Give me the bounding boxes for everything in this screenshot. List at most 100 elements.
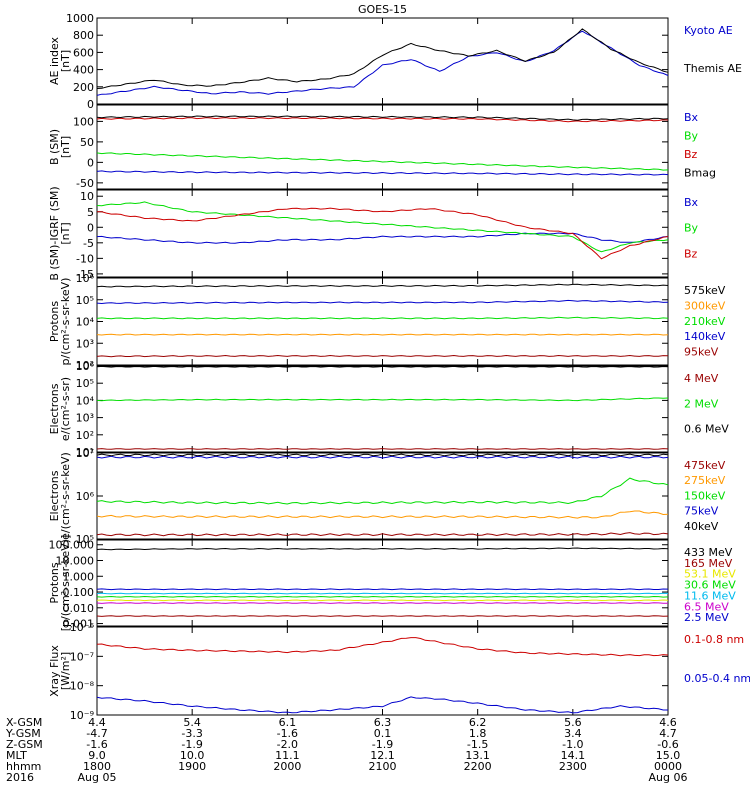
ephem-value: -3.3 <box>181 727 202 740</box>
ephem-value: 4.7 <box>659 727 677 740</box>
ephem-value: 12.1 <box>370 749 395 762</box>
legend-entry: 140keV <box>684 330 726 343</box>
ephem-value: 2000 <box>273 760 301 773</box>
legend-entry: Themis AE <box>683 62 742 75</box>
y-axis-label: B (SM)[nT] <box>48 129 72 165</box>
ephem-value: 4.4 <box>88 716 106 729</box>
ephem-value: 3.4 <box>564 727 582 740</box>
y-tick-label: 200 <box>73 81 94 94</box>
ephem-value: Aug 06 <box>649 771 688 784</box>
legend-entry: Bz <box>684 148 698 161</box>
ephem-row-label: hhmm <box>6 760 41 773</box>
y-tick-label: 10¹ <box>76 446 94 459</box>
legend-entry: 2.5 MeV <box>684 611 729 624</box>
legend-entry: Bmag <box>684 167 716 180</box>
ephem-value: -2.0 <box>277 738 298 751</box>
legend-entry: 150keV <box>684 489 726 502</box>
y-axis-label: Xray Flux[W/m²] <box>48 645 72 697</box>
y-tick-label: 10⁻⁷ <box>70 650 94 663</box>
legend-entry: 30.6 MeV <box>684 579 736 592</box>
ephem-value: 1900 <box>178 760 206 773</box>
legend-entry: 2 MeV <box>684 397 719 410</box>
y-tick-label: 10⁶ <box>76 490 95 503</box>
y-tick-label: 800 <box>73 29 94 42</box>
series-line-2-5-mev <box>96 588 669 591</box>
panel-prot1: 10² 10³ 10⁴ 10⁵ 10⁶ Protonsp/(cm²-s-sr-keV) 57… <box>48 272 726 372</box>
ephem-value: 4.6 <box>659 716 677 729</box>
y-tick-label: 10⁵ <box>76 377 94 390</box>
series-line-6-5-mev <box>96 602 669 604</box>
y-tick-label: 10⁷ <box>76 447 94 460</box>
ephem-value: 15.0 <box>656 749 681 762</box>
y-tick-label: 10⁴ <box>76 394 95 407</box>
y-axis-label: AE index[nT] <box>48 36 72 85</box>
y-axis-label: B (SM)-IGRF (SM)[nT] <box>48 186 72 280</box>
panel-frame <box>96 626 669 716</box>
y-tick-label: 10² <box>76 359 94 372</box>
legend-entry: 75keV <box>684 505 719 518</box>
legend-entry: 0.6 MeV <box>684 423 729 436</box>
series-line-575kev <box>96 283 669 288</box>
y-tick-label: 0.010 <box>63 602 95 615</box>
ephem-value: -4.7 <box>86 727 107 740</box>
series-line-140kev <box>96 299 669 305</box>
panel-elec1: 10¹ 10² 10³ 10⁴ 10⁵ 10⁶ Electronse/(cm²-s-sr) 4… <box>48 360 729 459</box>
y-tick-label: 1.000 <box>63 570 95 583</box>
ephem-value: 9.0 <box>88 749 106 762</box>
y-tick-label: 5 <box>87 206 94 219</box>
y-tick-label: 0.001 <box>63 618 95 631</box>
y-tick-label: 600 <box>73 46 94 59</box>
ephem-value: 6.1 <box>279 716 297 729</box>
y-tick-label: 400 <box>73 64 94 77</box>
ephem-value: 11.1 <box>275 749 300 762</box>
ephem-value: 10.0 <box>180 749 205 762</box>
ephem-value: 2200 <box>464 760 492 773</box>
ephem-row-label: Z-GSM <box>6 738 43 751</box>
legend-entry: 165 MeV <box>684 557 733 570</box>
panel-frame <box>96 452 669 540</box>
ephem-value: 2300 <box>559 760 587 773</box>
legend-entry: 300keV <box>684 299 726 312</box>
legend-entry: 0.1-0.8 nm <box>684 633 744 646</box>
panel-frame <box>96 189 669 278</box>
y-tick-label: 10³ <box>76 337 94 350</box>
series-line-40kev <box>96 453 669 457</box>
panel-elec2: 10⁵ 10⁶ 10⁷ Electronse/(cm²-s-sr-keV) 475keV… <box>48 447 726 546</box>
series-line-165-mev <box>96 615 669 617</box>
series-line-bz <box>96 117 669 123</box>
ephem-row-label: 2016 <box>6 771 34 784</box>
ephem-value: -1.9 <box>181 738 202 751</box>
y-axis-label: Protonsp/(cm²-s-sr-keV) <box>48 278 72 366</box>
y-tick-label: 0 <box>87 156 94 169</box>
series-line-0-05-0-4-nm <box>96 696 668 714</box>
legend-entry: Bx <box>684 196 699 209</box>
ephem-value: 14.1 <box>561 749 586 762</box>
series-line-53-1-mev <box>96 599 669 602</box>
panel-prot2: 0.001 0.010 0.100 1.000 10.000 100.000Protons… <box>48 535 736 632</box>
y-tick-label: 10⁻⁶ <box>70 621 95 634</box>
series-line-11-6-mev <box>96 592 669 595</box>
y-tick-label: 10² <box>76 429 94 442</box>
legend-entry: 53.1 MeV <box>684 568 736 581</box>
ephem-value: 6.3 <box>374 716 392 729</box>
series-line-475kev <box>96 532 669 537</box>
y-tick-label: 0 <box>87 98 94 111</box>
series-line-300kev <box>96 333 669 336</box>
ephem-value: 5.6 <box>564 716 582 729</box>
series-line-30-6-mev <box>96 595 669 598</box>
y-tick-label: 100.000 <box>49 539 95 552</box>
ephem-value: -1.9 <box>372 738 393 751</box>
legend-entry: 275keV <box>684 474 726 487</box>
y-tick-label: 50 <box>80 136 94 149</box>
series-line-4-mev <box>96 448 669 450</box>
legend-entry: 0.05-0.4 nm <box>684 672 750 685</box>
legend-entry: 11.6 MeV <box>684 589 736 602</box>
legend-entry: Bz <box>684 247 698 260</box>
y-tick-label: 10.000 <box>56 555 95 568</box>
y-tick-label: 10⁶ <box>76 360 95 373</box>
y-tick-label: 0 <box>87 221 94 234</box>
y-axis-label: Protons[p/(cm²-s-sr-keV)] <box>48 535 72 632</box>
series-line-bx <box>96 170 669 176</box>
